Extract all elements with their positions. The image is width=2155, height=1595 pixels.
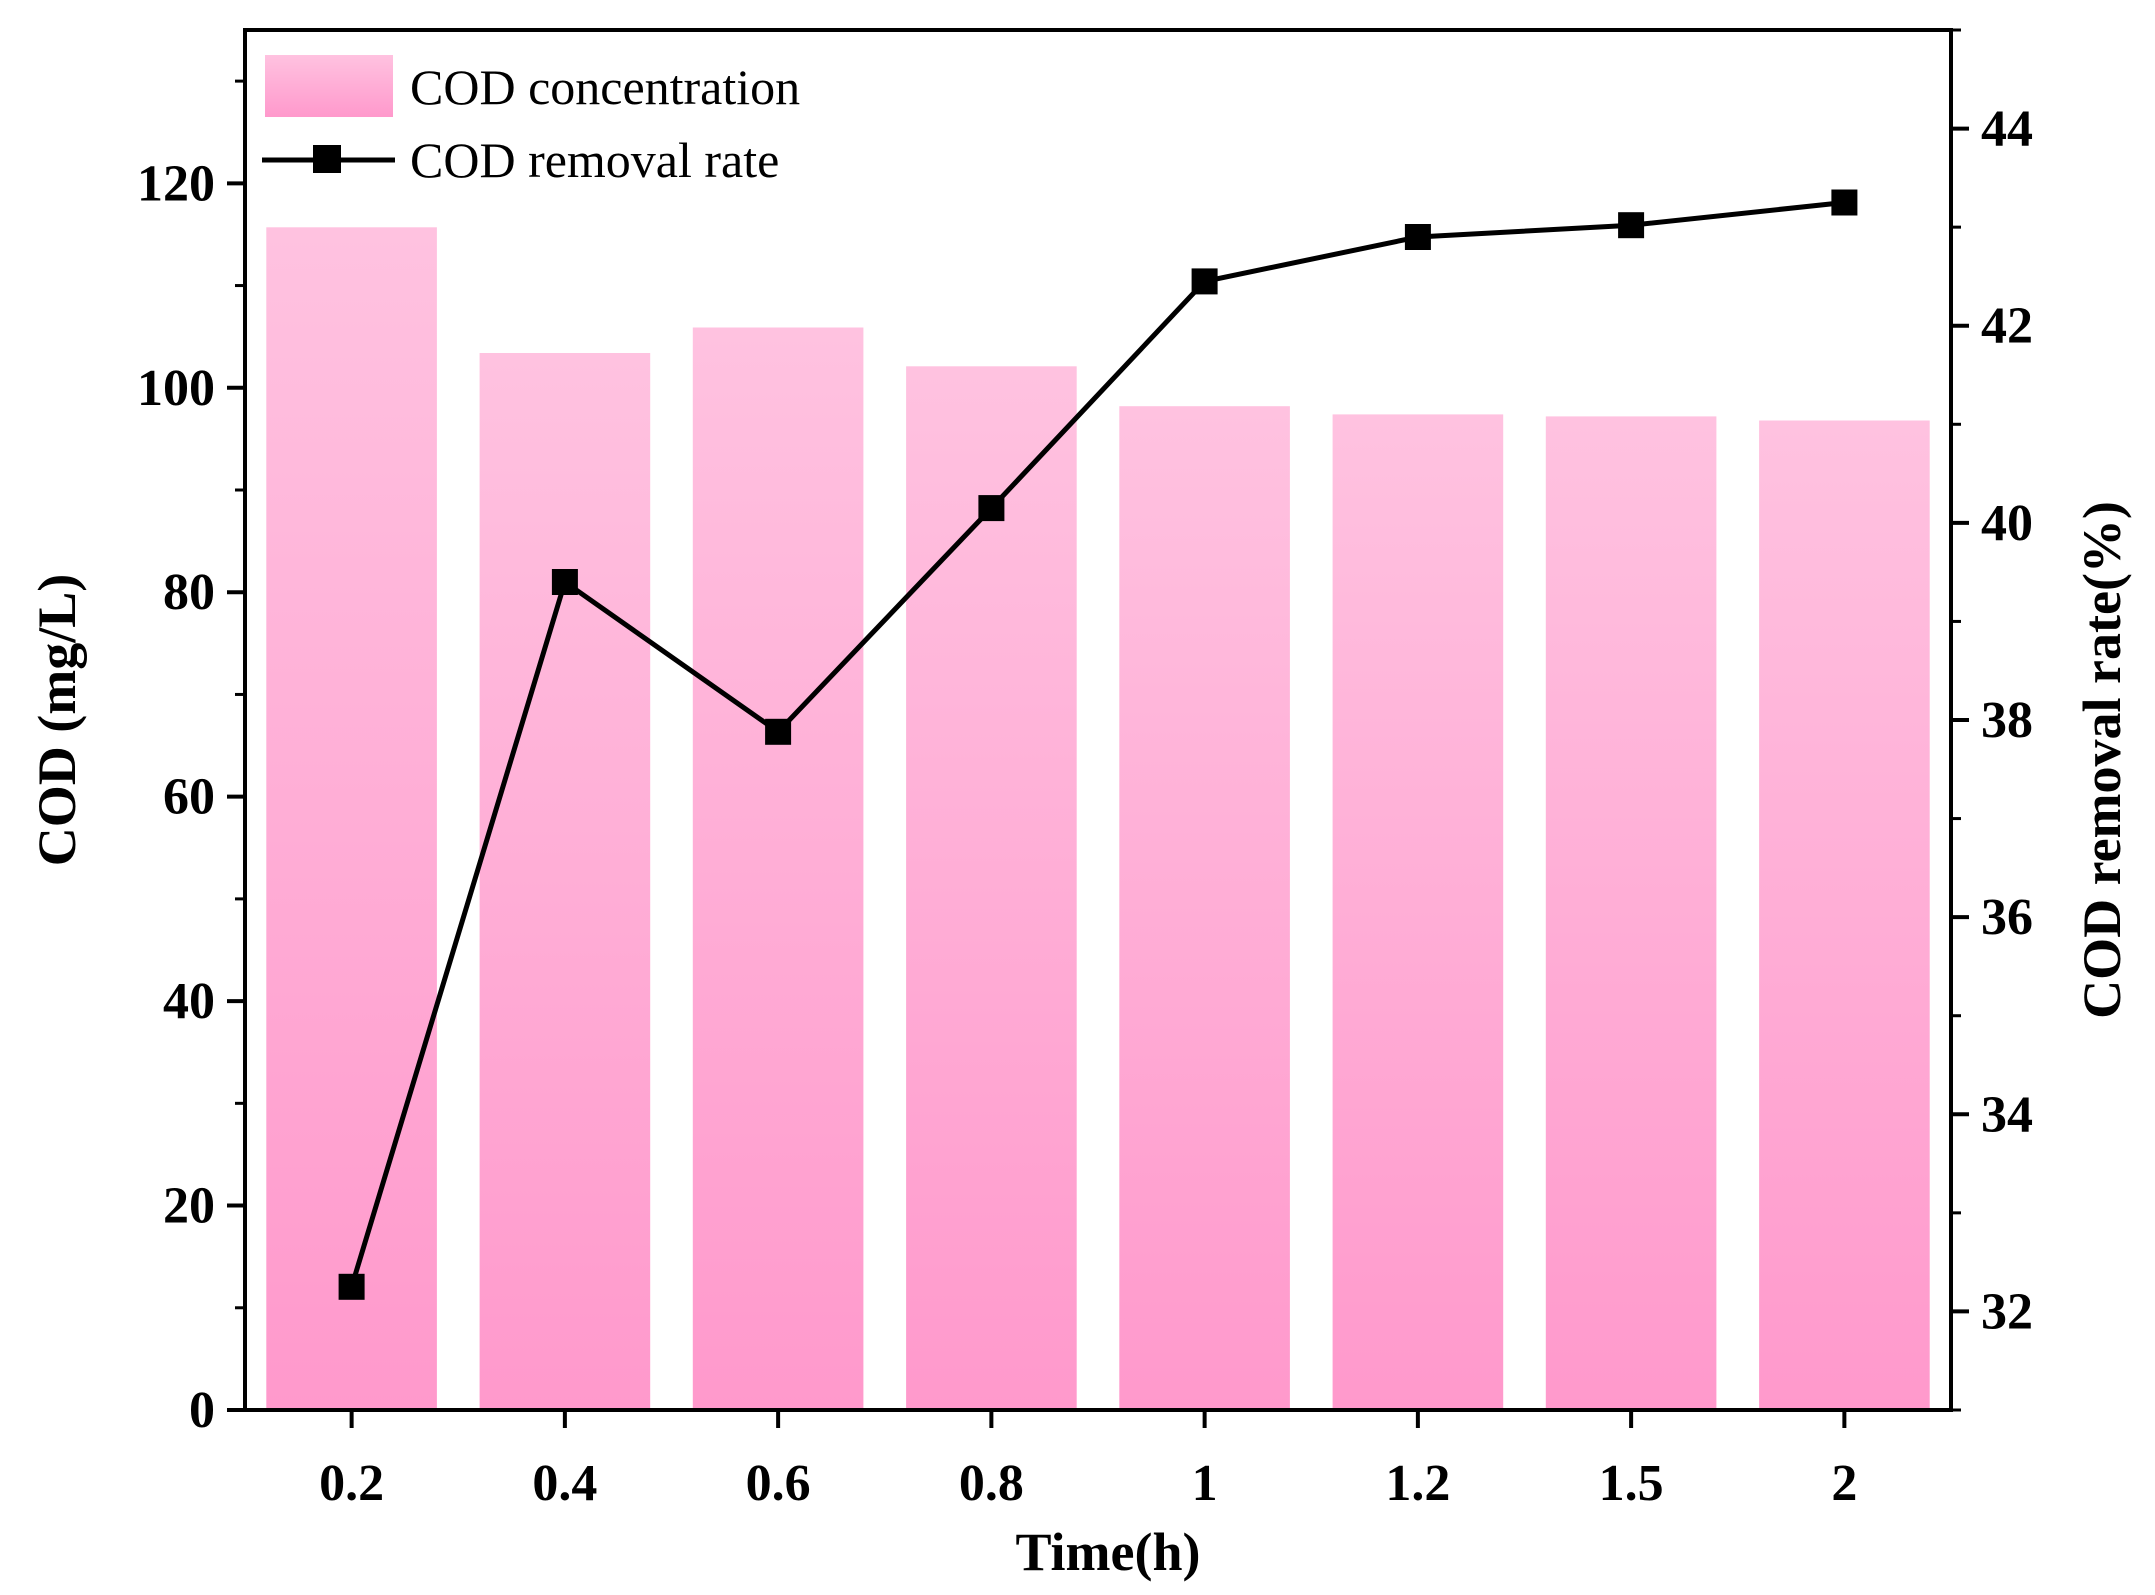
x-tick-label-0.6: 0.6: [746, 1455, 811, 1512]
y2-tick-label-32: 32: [1981, 1283, 2033, 1340]
x-tick-label-0.2: 0.2: [319, 1455, 384, 1512]
legend-marker-cod-removal-rate: [313, 145, 341, 173]
line-layer: [338, 189, 1858, 1300]
legend-label-cod-removal-rate: COD removal rate: [410, 132, 779, 188]
bar-0.6: [692, 327, 864, 1410]
line-cod-removal-rate: [349, 200, 1845, 1288]
y-tick-label-60: 60: [163, 769, 215, 826]
x-tick-label-0.8: 0.8: [959, 1455, 1024, 1512]
y-tick-label-100: 100: [137, 360, 215, 417]
marker-0.8: [978, 495, 1005, 522]
x-axis-title: Time(h): [1016, 1522, 1201, 1582]
y-tick-label-120: 120: [137, 155, 215, 212]
y2-tick-label-42: 42: [1981, 298, 2033, 355]
y2-tick-label-36: 36: [1981, 889, 2033, 946]
y2-axis-title: COD removal rate(%): [2072, 501, 2132, 1019]
marker-1.2: [1404, 224, 1431, 250]
marker-1.5: [1618, 212, 1645, 239]
bar-0.4: [479, 353, 651, 1410]
x-tick-label-1.5: 1.5: [1599, 1455, 1664, 1512]
bar-2: [1759, 420, 1930, 1410]
bar-0.8: [906, 366, 1077, 1410]
bar-1.5: [1545, 416, 1717, 1410]
y2-tick-label-44: 44: [1981, 101, 2033, 158]
ticks-layer: 0 20 40 60 80 100 120 32 34 36 38 40 42 44 0.2 0.4 0.6 0.…: [137, 28, 2033, 1512]
bars-layer: [266, 227, 1930, 1410]
x-tick-label-1: 1: [1192, 1455, 1218, 1512]
x-tick-label-2: 2: [1831, 1455, 1857, 1512]
y-tick-label-80: 80: [163, 564, 215, 621]
bar-1.2: [1332, 414, 1504, 1410]
y-tick-label-40: 40: [163, 973, 215, 1030]
y-axis-title: COD (mg/L): [27, 574, 87, 866]
y2-tick-label-38: 38: [1981, 692, 2033, 749]
x-tick-label-1.2: 1.2: [1385, 1455, 1450, 1512]
marker-1: [1191, 268, 1218, 295]
marker-0.4: [551, 569, 578, 595]
legend: COD concentration COD removal rate: [262, 55, 800, 188]
bar-0.2: [266, 227, 437, 1410]
legend-swatch-cod-concentration: [265, 55, 393, 117]
marker-0.2: [338, 1273, 365, 1300]
y2-tick-label-34: 34: [1981, 1086, 2033, 1143]
y-tick-label-0: 0: [189, 1382, 215, 1439]
legend-label-cod-concentration: COD concentration: [410, 59, 800, 115]
x-tick-label-0.4: 0.4: [532, 1455, 597, 1512]
bar-1: [1119, 406, 1290, 1410]
y-tick-label-20: 20: [163, 1178, 215, 1235]
marker-0.6: [765, 718, 792, 745]
y2-tick-label-40: 40: [1981, 495, 2033, 552]
marker-2: [1831, 189, 1858, 216]
